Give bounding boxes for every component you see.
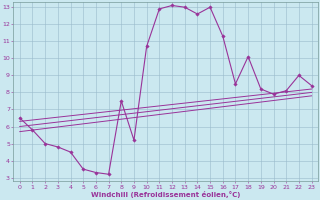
X-axis label: Windchill (Refroidissement éolien,°C): Windchill (Refroidissement éolien,°C) <box>91 191 240 198</box>
